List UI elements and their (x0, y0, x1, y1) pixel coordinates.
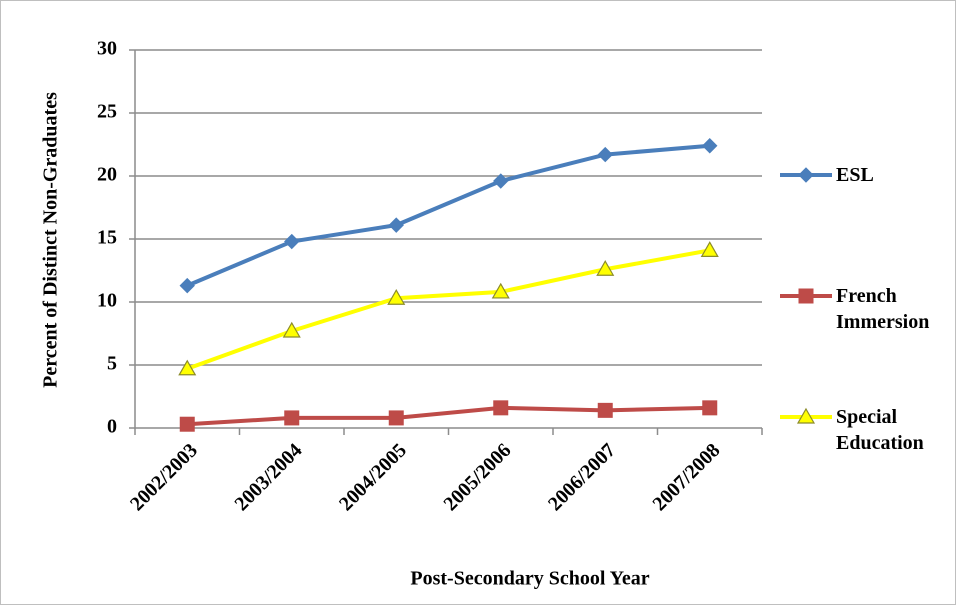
marker (284, 233, 300, 250)
marker (179, 277, 195, 294)
x-axis-title: Post-Secondary School Year (410, 568, 649, 590)
y-tick-label: 10 (97, 290, 117, 312)
marker (387, 289, 406, 305)
marker (597, 402, 613, 418)
marker (702, 400, 718, 416)
marker (798, 288, 814, 304)
marker (798, 167, 814, 183)
series-line (187, 405, 710, 427)
marker (388, 410, 404, 426)
y-tick-label: 20 (97, 164, 117, 186)
x-tick-label: 2003/2004 (230, 439, 306, 515)
marker (596, 260, 615, 276)
marker (179, 416, 195, 432)
marker (796, 407, 816, 424)
marker (284, 410, 300, 426)
legend-label: French Immersion (836, 285, 930, 333)
marker (491, 282, 510, 299)
series-line (186, 248, 711, 371)
y-tick-label: 0 (107, 416, 117, 438)
x-tick-label: 2006/2007 (544, 439, 620, 515)
series-line (186, 143, 710, 288)
x-tick-label: 2004/2005 (335, 439, 411, 515)
marker (493, 400, 509, 416)
y-tick-label: 25 (97, 101, 117, 123)
y-tick-label: 15 (97, 227, 117, 249)
legend-label: ESL (836, 164, 874, 186)
marker (388, 217, 404, 233)
marker (702, 138, 718, 154)
y-tick-label: 5 (107, 353, 117, 375)
y-axis-title: Percent of Distinct Non-Graduates (40, 92, 62, 388)
marker (597, 146, 613, 163)
x-tick-label: 2007/2008 (648, 439, 724, 515)
marker (178, 359, 197, 376)
y-tick-label: 30 (97, 38, 117, 60)
marker (282, 321, 301, 338)
legend-label: Special Education (836, 406, 924, 454)
x-tick-label: 2005/2006 (439, 439, 515, 515)
marker (700, 241, 719, 257)
marker (493, 173, 509, 189)
x-tick-label: 2002/2003 (126, 439, 202, 515)
